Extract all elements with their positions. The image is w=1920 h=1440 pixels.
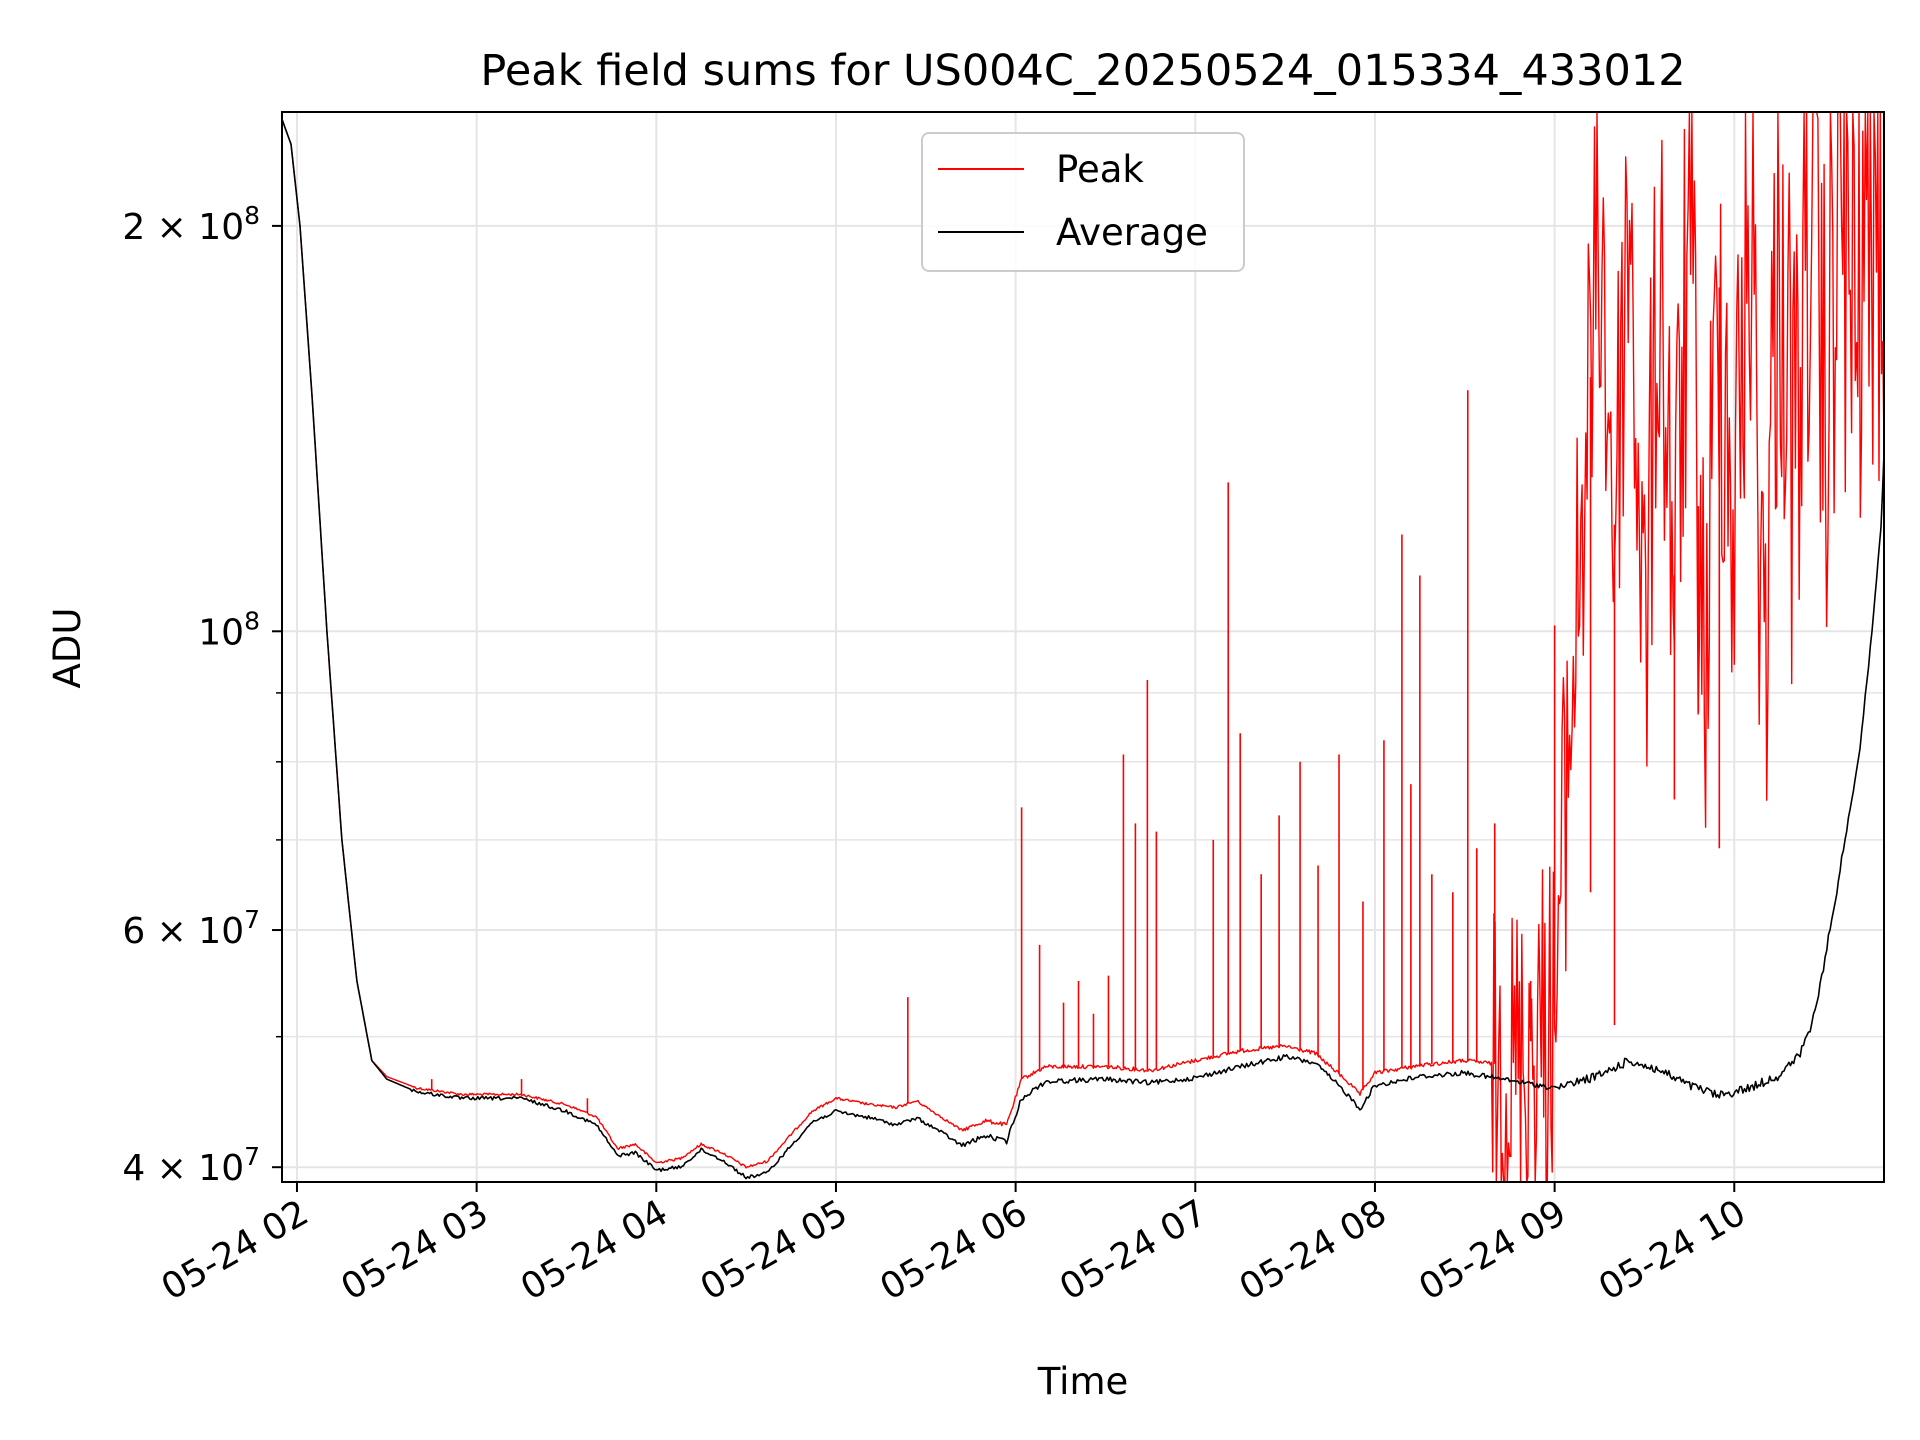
series-average-line — [282, 119, 1884, 1180]
legend: Peak Average — [921, 132, 1245, 272]
chart-title: Peak field sums for US004C_20250524_0153… — [480, 46, 1685, 96]
plot-area — [282, 112, 1884, 1182]
y-axis-label: ADU — [46, 608, 89, 689]
plot-frame — [281, 111, 1885, 1183]
legend-average-label: Average — [1056, 211, 1208, 254]
legend-box — [921, 132, 1245, 272]
y-tick-label: 6 × 107 — [122, 905, 260, 952]
y-axis: 4 × 107 6 × 107 108 2 × 108 — [122, 201, 282, 1189]
series-layer — [282, 112, 1884, 1182]
y-tick-label: 4 × 107 — [122, 1142, 260, 1189]
legend-peak-label: Peak — [1056, 148, 1144, 191]
gridlines — [282, 112, 1884, 1182]
y-tick-label: 2 × 108 — [122, 201, 260, 248]
x-axis-label: Time — [1037, 1360, 1129, 1403]
y-tick-label: 108 — [198, 606, 260, 653]
series-peak-line — [282, 112, 1884, 1182]
